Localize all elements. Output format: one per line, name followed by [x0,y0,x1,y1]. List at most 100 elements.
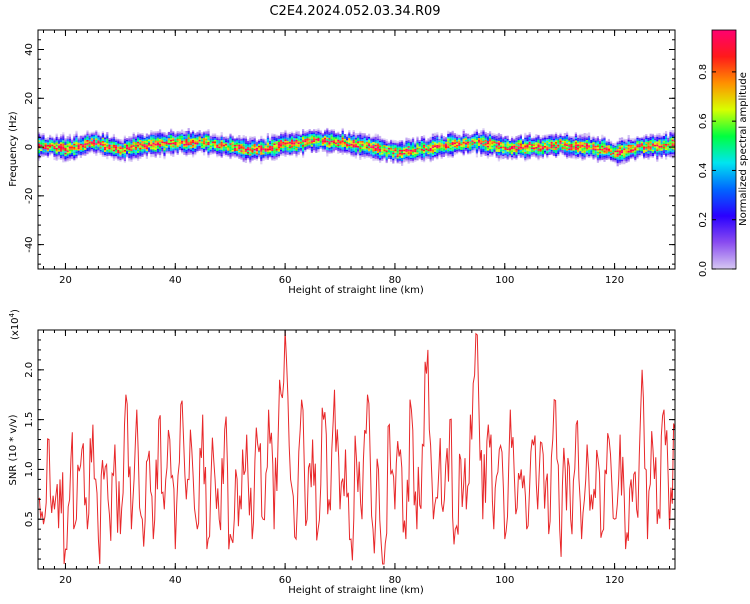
spectrogram-cell [88,138,91,141]
spectrogram-cell [326,154,329,157]
spectrogram-cell [559,142,562,144]
spectrogram-cell [414,160,417,162]
spectrogram-cell [346,151,349,153]
spectrogram-cell [293,141,296,143]
spectrogram-cell [275,150,278,153]
spectrogram-cell [431,133,434,136]
spectrogram-cell [253,143,256,146]
spectrogram-cell [603,152,606,155]
spectrogram-cell [495,153,498,155]
spectrogram-cell [535,135,538,138]
spectrogram-cell [141,150,144,153]
spectrogram-cell [106,154,109,156]
spectrogram-cell [231,150,234,152]
spectrogram-cell [306,142,309,145]
spectrogram-cell [572,142,575,145]
spectrogram-cell [431,147,434,150]
spectrogram-cell [326,148,329,151]
spectrogram-cell [671,155,674,158]
spectrogram-cell [339,143,342,146]
spectrogram-cell [546,139,549,141]
spectrogram-cell [328,152,331,154]
spectrogram-cell [519,141,522,144]
spectrogram-cell [62,145,65,147]
spectrogram-cell [379,143,382,146]
spectrogram-cell [154,142,157,144]
spectrogram-cell [401,161,404,163]
spectrogram-cell [75,134,78,136]
spectrogram-cell [623,143,626,146]
spectrogram-cell [262,141,265,144]
spectrogram-cell [412,150,415,152]
spectrogram-cell [328,131,331,134]
spectrogram-cell [614,155,617,157]
spectrogram-cell [280,149,283,152]
spectrogram-cell [390,157,393,159]
spectrogram-cell [126,154,129,156]
spectrogram-cell [178,137,181,139]
spectrogram-cell [286,153,289,155]
spectrogram-cell [145,149,148,151]
spectrogram-cell [126,149,129,151]
spectrogram-cell [636,139,639,141]
spectrogram-cell [68,159,71,161]
spectrogram-cell [82,147,85,149]
spectrogram-cell [467,148,470,150]
spectrogram-cell [467,152,470,155]
spectrogram-cell [612,151,615,153]
spectrogram-cell [412,139,415,141]
spectrogram-cell [337,150,340,153]
spectrogram-cell [502,146,505,148]
spectrogram-cell [539,153,542,155]
spectrogram-cell [519,133,522,136]
spectrogram-cell [62,132,65,134]
spectrogram-cell [244,140,247,143]
spectrogram-cell [60,142,63,144]
spectrogram-cell [258,142,261,145]
spectrogram-cell [288,135,291,138]
spectrogram-cell [295,155,298,158]
spectrogram-cell [568,149,571,152]
spectrogram-cell [504,143,507,146]
spectrogram-cell [647,147,650,149]
spectrogram-cell [407,154,410,156]
spectrogram-cell [38,137,41,139]
spectrogram-cell [431,155,434,158]
spectrogram-cell [170,135,173,137]
spectrogram-cell [293,149,296,151]
spectrogram-cell [310,140,313,142]
spectrogram-cell [438,143,441,146]
spectrogram-cell [599,156,602,159]
spectrogram-cell [330,146,333,149]
spectrogram-cell [154,156,157,158]
spectrogram-cell [255,141,258,144]
spectrogram-cell [420,139,423,141]
spectrogram-cell [328,138,331,140]
spectrogram-cell [240,140,243,143]
spectrogram-cell [255,144,258,147]
spectrogram-cell [161,141,164,143]
spectrogram-cell [130,146,133,148]
spectrogram-cell [363,152,366,154]
spectrogram-cell [420,158,423,160]
spectrogram-cell [491,150,494,152]
spectrogram-cell [244,159,247,162]
spectrogram-cell [240,139,243,141]
spectrogram-y-axis-label: Frequency (Hz) [8,111,19,187]
spectrogram-cell [134,156,137,158]
spectrogram-cell [66,158,69,160]
spectrogram-cell [185,137,188,139]
spectrogram-cell [152,147,155,149]
spectrogram-cell [574,149,577,152]
spectrogram-cell [537,136,540,139]
spectrogram-cell [416,158,419,161]
spectrogram-cell [665,150,668,152]
spectrogram-cell [660,157,663,159]
spectrogram-cell [654,138,657,140]
spectrogram-cell [418,144,421,147]
spectrogram-cell [616,147,619,149]
spectrogram-cell [379,158,382,160]
spectrogram-cell [154,146,157,149]
spectrogram-cell [385,158,388,160]
spectrogram-cell [475,133,478,136]
